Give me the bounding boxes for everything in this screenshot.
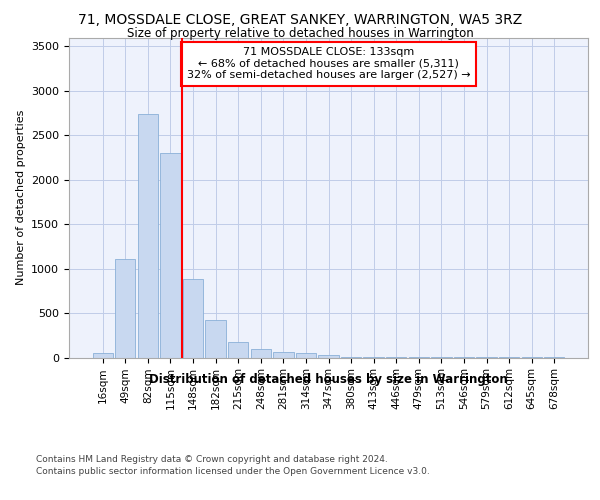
Bar — [296, 352, 316, 358]
Bar — [183, 280, 203, 357]
Bar — [273, 352, 293, 358]
Text: 71 MOSSDALE CLOSE: 133sqm
← 68% of detached houses are smaller (5,311)
32% of se: 71 MOSSDALE CLOSE: 133sqm ← 68% of detac… — [187, 47, 470, 80]
Bar — [160, 153, 181, 358]
Text: 71, MOSSDALE CLOSE, GREAT SANKEY, WARRINGTON, WA5 3RZ: 71, MOSSDALE CLOSE, GREAT SANKEY, WARRIN… — [78, 12, 522, 26]
Text: Contains public sector information licensed under the Open Government Licence v3: Contains public sector information licen… — [36, 468, 430, 476]
Bar — [205, 320, 226, 358]
Bar — [319, 355, 338, 358]
Text: Distribution of detached houses by size in Warrington: Distribution of detached houses by size … — [149, 372, 508, 386]
Bar — [138, 114, 158, 358]
Bar — [115, 259, 136, 358]
Y-axis label: Number of detached properties: Number of detached properties — [16, 110, 26, 285]
Bar — [341, 356, 361, 358]
Bar — [251, 348, 271, 358]
Bar — [92, 353, 113, 358]
Text: Contains HM Land Registry data © Crown copyright and database right 2024.: Contains HM Land Registry data © Crown c… — [36, 455, 388, 464]
Text: Size of property relative to detached houses in Warrington: Size of property relative to detached ho… — [127, 28, 473, 40]
Bar — [228, 342, 248, 357]
